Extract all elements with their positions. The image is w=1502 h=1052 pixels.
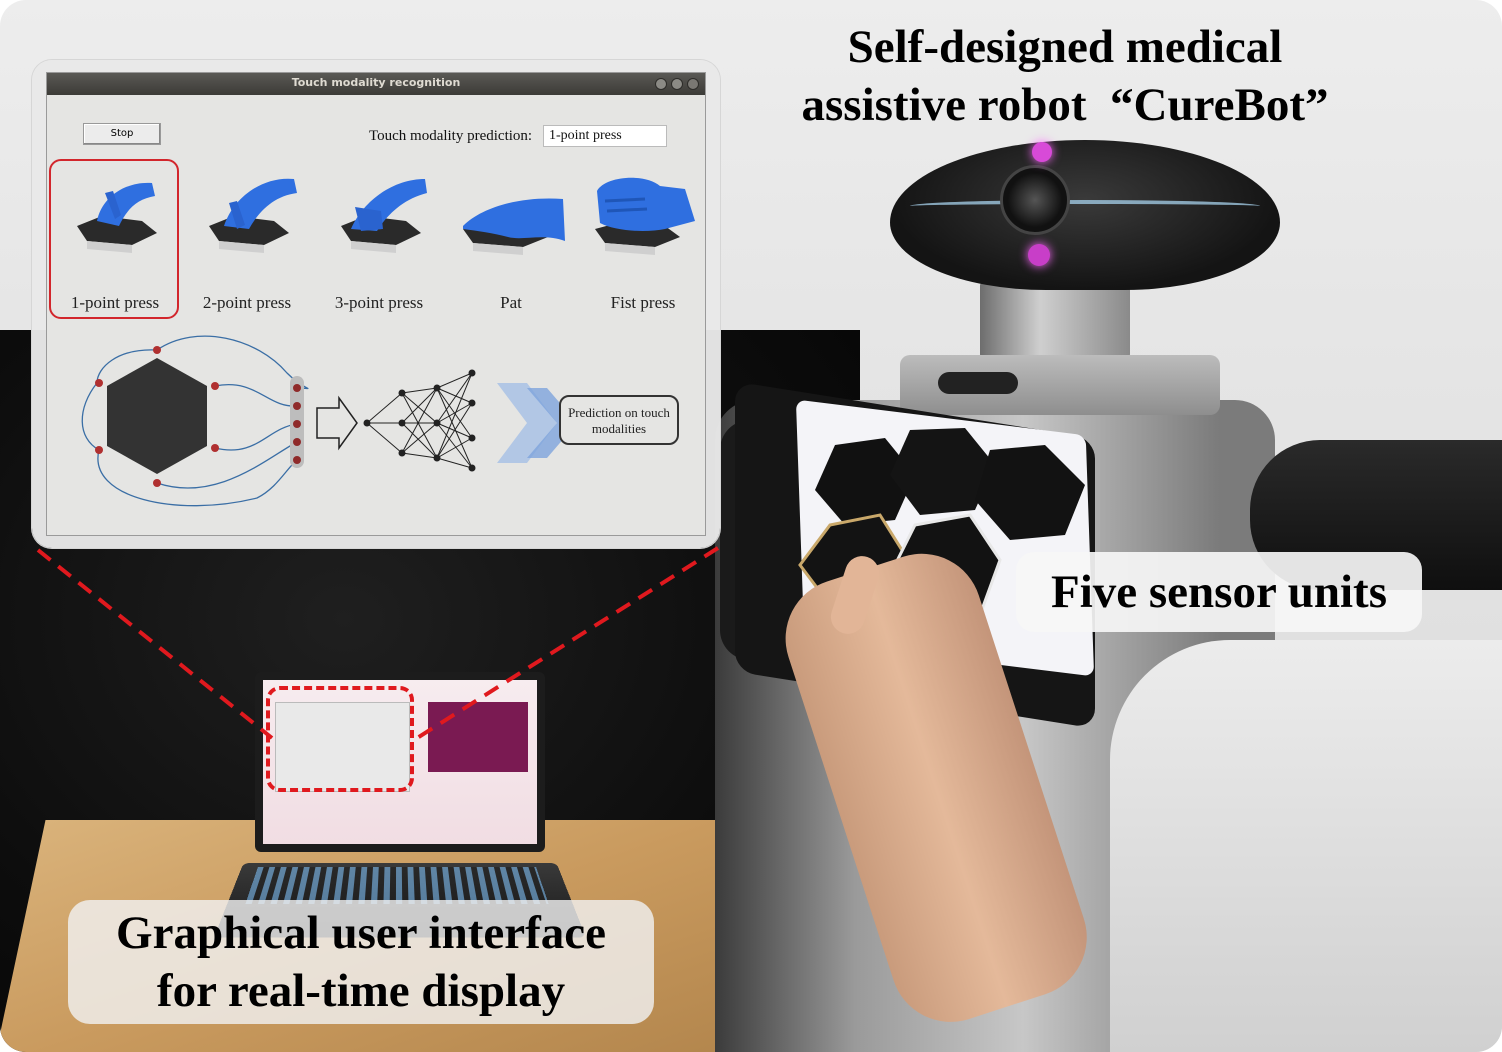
modality-label: 1-point press [51,293,179,313]
title-line: assistive robot “CureBot” [760,76,1370,134]
fist-press-icon [585,171,701,271]
title-line: Self-designed medical [760,18,1370,76]
close-button[interactable] [687,78,699,90]
person-shirt [1110,640,1502,1052]
one-finger-press-icon [57,171,173,271]
robot-led-icon [1032,142,1052,162]
gui-callout: Graphical user interface for real-time d… [68,900,654,1024]
neural-network-icon [364,370,475,471]
figure-title: Self-designed medical assistive robot “C… [760,18,1370,134]
modality-fist: Fist press [579,171,706,321]
stop-button[interactable]: Stop [83,123,161,145]
modality-label: 3-point press [315,293,443,313]
robot-camera-icon [1000,165,1070,235]
minimize-button[interactable] [655,78,667,90]
modality-label: Pat [447,293,575,313]
laptop-terminal [428,702,528,772]
zoom-highlight-box [266,686,414,792]
prediction-output-field[interactable]: 1-point press [543,125,667,147]
window-titlebar[interactable]: Touch modality recognition [47,73,705,95]
three-finger-press-icon [321,171,437,271]
gui-callout-line: Graphical user interface [68,904,654,962]
prediction-box: Prediction on touch modalities [559,395,679,445]
sensor-unit [975,445,1085,540]
robot-neck [980,280,1130,360]
two-finger-press-icon [189,171,305,271]
modality-three-point: 3-point press [315,171,443,321]
depth-camera-icon [938,372,1018,394]
gui-callout-line: for real-time display [68,962,654,1020]
gui-window: Touch modality recognition Stop Touch mo… [46,72,706,536]
maximize-button[interactable] [671,78,683,90]
window-title: Touch modality recognition [47,76,705,89]
modality-label: Fist press [579,293,706,313]
modality-label: 2-point press [183,293,311,313]
modality-one-point: 1-point press [51,171,179,321]
modality-pat: Pat [447,171,575,321]
robot-head [890,140,1280,290]
sensor-callout: Five sensor units [1016,552,1422,632]
hexagon-sensor-icon [107,358,207,474]
prediction-label: Touch modality prediction: [369,128,532,145]
laptop-keyboard [245,867,548,904]
robot-head-stripe [910,200,1260,212]
modality-two-point: 2-point press [183,171,311,321]
arrow-icon [317,398,357,448]
robot-led-icon [1028,244,1050,266]
palm-pat-icon [453,171,569,271]
gui-window-frame: Touch modality recognition Stop Touch mo… [32,60,720,548]
